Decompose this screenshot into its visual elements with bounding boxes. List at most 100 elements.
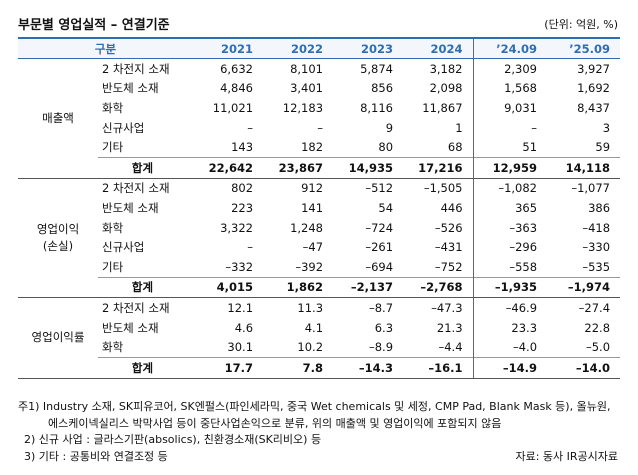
row: 화학 3,322 1,248 –724 –526 –363 –418 <box>18 217 620 238</box>
cell: –1,505 <box>423 181 463 196</box>
cell: –27.4 <box>578 300 611 315</box>
cell: 7.8 <box>263 356 334 379</box>
table: 구분 2021 2022 2023 2024’24.09’25.09 매출액 2 차전지 … <box>18 37 621 379</box>
column-header: 2022 <box>263 37 334 59</box>
group-label-line: 영업이익 <box>36 221 80 236</box>
note: 에스케이넥실리스 박막사업 등이 중단사업손익으로 분류, 위의 매출액 및 영… <box>48 416 502 430</box>
group-label: 매출액 <box>18 58 98 179</box>
cell: 143 <box>231 140 254 155</box>
cell: 11,867 <box>422 100 463 115</box>
cell: –363 <box>472 217 548 238</box>
cell: –14.3 <box>333 356 404 379</box>
cell: –330 <box>582 240 611 255</box>
column-header: 2023 <box>333 37 404 59</box>
source: 자료: 동사 IR공시자료 <box>515 450 618 463</box>
cell: 1,692 <box>577 81 611 96</box>
cell: –332 <box>225 259 254 274</box>
item-label: 신규사업 <box>102 240 145 255</box>
cell: 11,021 <box>212 100 254 115</box>
cell: 2,309 <box>472 58 548 79</box>
cell: 80 <box>378 140 394 155</box>
cell: –1,935 <box>472 276 548 299</box>
cell: 2,098 <box>429 81 463 96</box>
total-row: 합계 22,642 23,867 14,935 17,216 12,959 14,118 <box>18 156 621 179</box>
cell: –47 <box>302 240 324 255</box>
cell: –535 <box>582 259 611 274</box>
cell: 68 <box>447 140 463 155</box>
cell: 22,642 <box>193 156 264 179</box>
row: 매출액 2 차전지 소재 6,632 8,101 5,874 3,182 2,309 3,92… <box>18 58 620 179</box>
unit: (단위: 억원, %) <box>544 18 618 31</box>
total-row: 합계 17.7 7.8 –14.3 –16.1 –14.9 –14.0 <box>18 356 621 379</box>
cell: –512 <box>365 181 394 196</box>
cell: 14,935 <box>333 156 404 179</box>
cell: 22.8 <box>584 320 611 335</box>
item-label: 2 차전지 소재 <box>102 300 170 315</box>
cell: 14,118 <box>547 156 621 179</box>
cell: 912 <box>301 181 324 196</box>
cell: 9 <box>385 120 394 135</box>
item-label: 반도체 소재 <box>102 200 159 215</box>
group-label: 영업이익 (손실) <box>18 178 98 299</box>
column-header: 구분 <box>18 37 194 59</box>
column-header: 2024 <box>403 37 474 59</box>
cell: 365 <box>472 198 548 218</box>
cell: 223 <box>231 200 254 215</box>
cell: 4.6 <box>234 320 254 335</box>
table-body: 매출액 2 차전지 소재 6,632 8,101 5,874 3,182 2,309 3,92… <box>18 58 621 379</box>
row: 영업이익률 2 차전지 소재 12.1 11.3 –8.7 –47.3 –46.9 –27.4 <box>18 297 620 379</box>
row: 기타 –332 –392 –694 –752 –558 –535 <box>18 256 620 278</box>
total-row: 합계 4,015 1,862 –2,137 –2,768 –1,935 –1,974 <box>18 276 621 299</box>
row: 반도체 소재 4.6 4.1 6.3 21.3 23.3 22.8 <box>18 317 620 338</box>
column-header: ’25.09 <box>547 37 621 59</box>
cell: 10.2 <box>297 340 324 355</box>
note: 3) 기타 : 공통비와 연결조정 등 <box>24 449 168 463</box>
item-label: 합계 <box>98 356 194 379</box>
cell: –14.0 <box>547 356 621 379</box>
cell: 30.1 <box>227 340 254 355</box>
item-label: 화학 <box>102 100 124 115</box>
cell: 5,874 <box>360 61 394 76</box>
cell: –46.9 <box>472 297 548 318</box>
cell: 12,183 <box>282 100 324 115</box>
row: 영업이익 (손실) 2 차전지 소재 802 912 –512 –1,505 –1,082 –1… <box>18 178 620 299</box>
row: 기타 143 182 80 68 51 59 <box>18 137 620 158</box>
item-label: 화학 <box>102 340 124 355</box>
cell: 11.3 <box>297 300 324 315</box>
cell: –47.3 <box>431 300 463 315</box>
cell: –418 <box>582 220 611 235</box>
cell: 386 <box>588 200 611 215</box>
cell: – <box>247 240 254 255</box>
item-label: 합계 <box>98 276 194 299</box>
cell: –4.4 <box>438 340 463 355</box>
cell: 3 <box>602 120 611 135</box>
cell: 23.3 <box>472 317 548 338</box>
item-label: 반도체 소재 <box>102 81 159 96</box>
group-label-line: 영업이익률 <box>31 330 85 345</box>
group-label: 영업이익률 <box>18 297 98 379</box>
row: 신규사업 – –9 1–3 <box>18 117 620 138</box>
row: 반도체 소재 223 141 54 446 365 386 <box>18 198 620 218</box>
row: 반도체 소재 4,846 3,401 856 2,098 1,568 1,692 <box>18 78 620 99</box>
cell: 1,248 <box>290 220 324 235</box>
cell: –16.1 <box>403 356 474 379</box>
cell: –558 <box>472 256 548 278</box>
row: 신규사업 – –47 –261 –431 –296 –330 <box>18 237 620 257</box>
cell: –694 <box>365 259 394 274</box>
cell: –1,077 <box>571 181 611 196</box>
cell: 8,437 <box>577 100 611 115</box>
group-label-line: (손실) <box>42 238 74 253</box>
cell: 1,862 <box>263 276 334 299</box>
cell: 59 <box>595 140 611 155</box>
cell: 4,015 <box>193 276 264 299</box>
row: 화학 30.1 10.2 –8.9 –4.4 –4.0 –5.0 <box>18 337 620 358</box>
row: 화학 11,021 12,183 8,116 11,867 9,031 8,437 <box>18 98 620 118</box>
item-label: 합계 <box>98 156 194 179</box>
cell: 6,632 <box>220 61 254 76</box>
item-label: 2 차전지 소재 <box>102 61 170 76</box>
cell: 12,959 <box>472 156 548 179</box>
column-header: ’24.09 <box>472 37 548 59</box>
cell: –2,137 <box>333 276 404 299</box>
cell: 141 <box>301 200 324 215</box>
